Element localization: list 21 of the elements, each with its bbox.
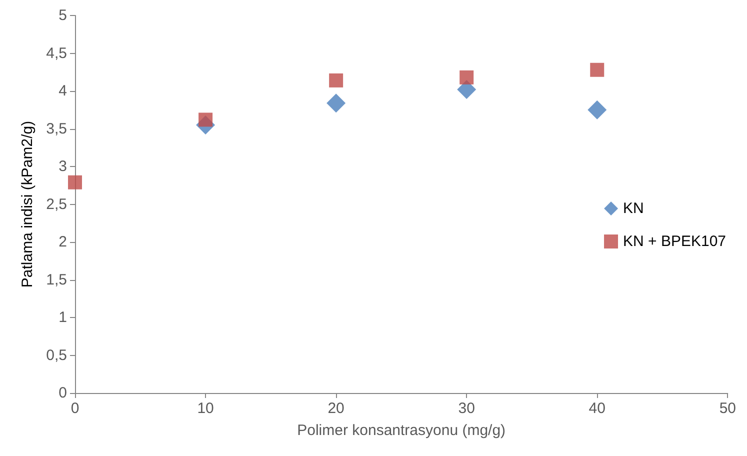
- y-tick-label: 3,5: [46, 120, 67, 138]
- x-tick-label: 20: [328, 400, 344, 417]
- y-tick-label: 4,5: [46, 44, 67, 62]
- y-tick-label: 0: [58, 384, 67, 402]
- y-axis-title: Patlama indisi (kPam2/g): [19, 120, 36, 288]
- y-tick-label: 4: [58, 82, 67, 100]
- y-tick-label: 2: [58, 234, 67, 250]
- x-tick-label: 10: [197, 400, 214, 417]
- x-tick-label: 30: [458, 400, 475, 417]
- y-tick-label: 3: [58, 158, 67, 175]
- x-axis-title: Polimer konsantrasyonu (mg/g): [297, 422, 506, 439]
- x-tick-label: 0: [70, 400, 80, 417]
- y-tick-label: 5: [58, 7, 67, 24]
- y-tick-label: 1,5: [46, 271, 67, 288]
- x-tick-label: 50: [719, 400, 736, 417]
- y-tick-label: 0,5: [46, 346, 67, 364]
- x-tick-label: 40: [588, 400, 606, 417]
- y-tick-label: 1: [58, 309, 67, 326]
- legend-label: KN: [623, 200, 644, 217]
- y-tick-label: 2,5: [46, 196, 67, 213]
- legend-label: KN + BPEK107: [623, 233, 726, 250]
